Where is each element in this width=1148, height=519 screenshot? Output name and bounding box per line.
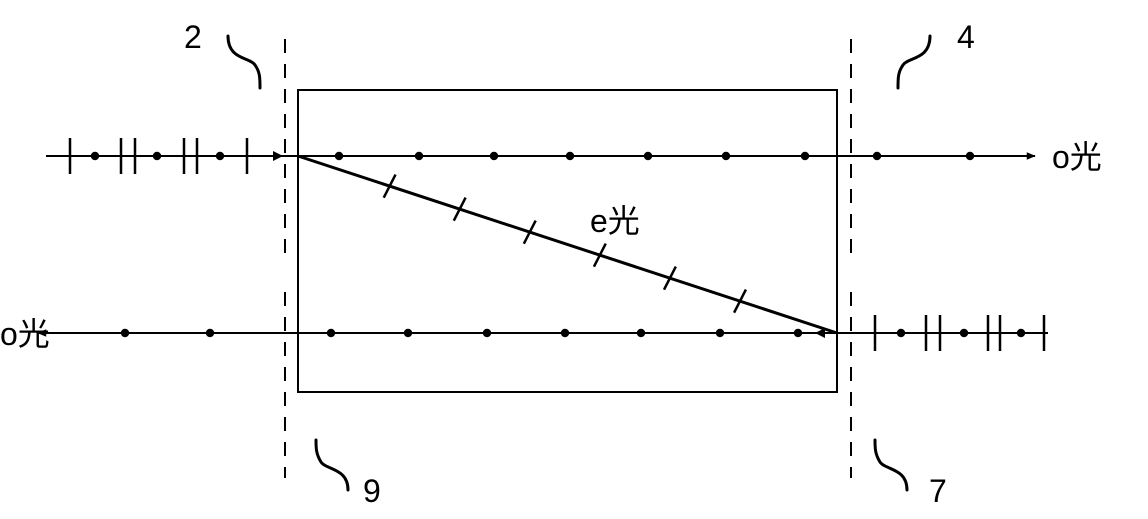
crystal-block <box>298 90 837 392</box>
dot-bottom-inside <box>483 329 491 337</box>
o-ray-label-right: o光 <box>1052 139 1102 175</box>
o-ray-label-left: o光 <box>0 316 50 352</box>
dot-top-inside <box>801 152 809 160</box>
diagonal-e-ray <box>298 156 837 333</box>
dot-bottom-inside <box>327 329 335 337</box>
leader-9 <box>316 440 348 490</box>
dot-bottom-right <box>960 329 968 337</box>
leader-2 <box>228 36 260 88</box>
dot-top-right <box>873 152 881 160</box>
dot-top-inside <box>566 152 574 160</box>
dot-bottom-left <box>206 329 214 337</box>
dot-top-left <box>91 152 99 160</box>
leader-7 <box>875 440 907 490</box>
e-ray-label: e光 <box>590 203 640 239</box>
dot-bottom-inside <box>794 329 802 337</box>
dot-top-inside <box>722 152 730 160</box>
dot-bottom-left <box>121 329 129 337</box>
dot-top-inside <box>644 152 652 160</box>
dot-top-inside <box>490 152 498 160</box>
callout-number-2: 2 <box>184 19 202 55</box>
dot-top-left <box>153 152 161 160</box>
dot-top-left <box>216 152 224 160</box>
dot-bottom-inside <box>637 329 645 337</box>
dot-bottom-right <box>1017 329 1025 337</box>
leader-4 <box>898 36 930 88</box>
dot-bottom-inside <box>404 329 412 337</box>
dot-bottom-inside <box>716 329 724 337</box>
callout-number-7: 7 <box>929 473 947 509</box>
callout-number-4: 4 <box>957 19 975 55</box>
dot-bottom-right <box>897 329 905 337</box>
dot-bottom-inside <box>561 329 569 337</box>
callout-number-9: 9 <box>363 473 381 509</box>
dot-top-right <box>966 152 974 160</box>
dot-top-inside <box>335 152 343 160</box>
dot-top-inside <box>415 152 423 160</box>
